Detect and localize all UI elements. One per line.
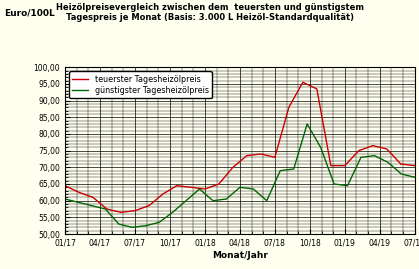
teuerster Tagesheizölpreis xyxy=(104,207,109,211)
teuerster Tagesheizölpreis xyxy=(412,164,417,167)
günstigster Tagesheizölpreis xyxy=(264,199,269,202)
Text: Euro/100L: Euro/100L xyxy=(4,8,55,17)
teuerster Tagesheizölpreis xyxy=(259,152,264,155)
günstigster Tagesheizölpreis xyxy=(278,169,283,172)
günstigster Tagesheizölpreis xyxy=(251,187,256,191)
teuerster Tagesheizölpreis xyxy=(91,196,96,199)
teuerster Tagesheizölpreis xyxy=(62,184,67,187)
günstigster Tagesheizölpreis xyxy=(412,176,417,179)
günstigster Tagesheizölpreis xyxy=(331,182,336,186)
teuerster Tagesheizölpreis xyxy=(286,106,291,109)
teuerster Tagesheizölpreis xyxy=(189,186,194,189)
günstigster Tagesheizölpreis xyxy=(359,156,364,159)
teuerster Tagesheizölpreis xyxy=(272,156,277,159)
teuerster Tagesheizölpreis xyxy=(370,144,375,147)
günstigster Tagesheizölpreis xyxy=(170,211,175,214)
Line: günstigster Tagesheizölpreis: günstigster Tagesheizölpreis xyxy=(65,124,415,227)
günstigster Tagesheizölpreis xyxy=(237,186,242,189)
Text: Heizölpreisevergleich zwischen dem  teuersten und günstigstem
Tagespreis je Mona: Heizölpreisevergleich zwischen dem teuer… xyxy=(55,3,364,22)
teuerster Tagesheizölpreis xyxy=(398,162,403,166)
teuerster Tagesheizölpreis xyxy=(314,87,319,91)
günstigster Tagesheizölpreis xyxy=(143,224,148,227)
günstigster Tagesheizölpreis xyxy=(103,207,108,211)
teuerster Tagesheizölpreis xyxy=(174,184,179,187)
teuerster Tagesheizölpreis xyxy=(216,182,221,186)
günstigster Tagesheizölpreis xyxy=(399,172,404,176)
günstigster Tagesheizölpreis xyxy=(224,197,229,201)
Line: teuerster Tagesheizölpreis: teuerster Tagesheizölpreis xyxy=(65,82,415,212)
teuerster Tagesheizölpreis xyxy=(342,164,347,167)
günstigster Tagesheizölpreis xyxy=(345,184,350,187)
günstigster Tagesheizölpreis xyxy=(116,222,121,226)
günstigster Tagesheizölpreis xyxy=(318,146,323,149)
teuerster Tagesheizölpreis xyxy=(328,164,334,167)
teuerster Tagesheizölpreis xyxy=(356,149,361,152)
günstigster Tagesheizölpreis xyxy=(372,154,377,157)
teuerster Tagesheizölpreis xyxy=(119,211,124,214)
teuerster Tagesheizölpreis xyxy=(160,192,166,196)
teuerster Tagesheizölpreis xyxy=(146,204,151,207)
teuerster Tagesheizölpreis xyxy=(244,154,249,157)
günstigster Tagesheizölpreis xyxy=(291,167,296,171)
günstigster Tagesheizölpreis xyxy=(184,199,189,202)
günstigster Tagesheizölpreis xyxy=(157,221,162,224)
günstigster Tagesheizölpreis xyxy=(197,187,202,191)
günstigster Tagesheizölpreis xyxy=(305,122,310,126)
günstigster Tagesheizölpreis xyxy=(210,199,215,202)
günstigster Tagesheizölpreis xyxy=(62,197,67,201)
X-axis label: Monat/Jahr: Monat/Jahr xyxy=(212,251,268,260)
teuerster Tagesheizölpreis xyxy=(76,191,81,194)
teuerster Tagesheizölpreis xyxy=(132,209,137,212)
teuerster Tagesheizölpreis xyxy=(384,147,389,151)
günstigster Tagesheizölpreis xyxy=(76,201,81,204)
Legend: teuerster Tagesheizölpreis, günstigster Tagesheizölpreis: teuerster Tagesheizölpreis, günstigster … xyxy=(69,71,212,98)
günstigster Tagesheizölpreis xyxy=(385,161,391,164)
günstigster Tagesheizölpreis xyxy=(130,226,135,229)
teuerster Tagesheizölpreis xyxy=(300,81,305,84)
günstigster Tagesheizölpreis xyxy=(89,204,94,207)
teuerster Tagesheizölpreis xyxy=(230,166,235,169)
teuerster Tagesheizölpreis xyxy=(202,187,207,191)
